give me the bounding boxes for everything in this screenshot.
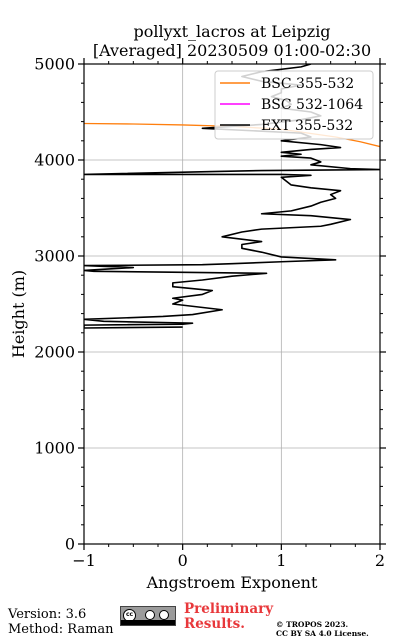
chart-subtitle: [Averaged] 20230509 01:00-02:30: [92, 41, 372, 60]
version-label: Version: 3.6: [8, 607, 87, 622]
y-tick-label: 3000: [34, 247, 75, 266]
legend: BSC 355-532 BSC 532-1064 EXT 355-532: [214, 70, 374, 140]
y-tick-label: 0: [65, 535, 75, 554]
y-tick-label: 1000: [34, 439, 75, 458]
y-tick-label: 4000: [34, 151, 75, 170]
legend-label: BSC 532-1064: [261, 97, 363, 113]
chart-title: pollyxt_lacros at Leipzig: [133, 22, 331, 41]
y-axis-label: Height (m): [9, 270, 28, 358]
copyright-notice: © TROPOS 2023. CC BY SA 4.0 License.: [276, 620, 369, 638]
x-axis-label: Angstroem Exponent: [146, 573, 318, 592]
legend-label: EXT 355-532: [261, 118, 353, 134]
preliminary-line-2: Results.: [184, 616, 245, 632]
y-tick-label: 2000: [34, 343, 75, 362]
preliminary-line-1: Preliminary: [184, 601, 274, 617]
y-tick-label: 5000: [34, 55, 75, 74]
x-tick-label: 2: [375, 551, 385, 570]
copyright-line-2: CC BY SA 4.0 License.: [276, 629, 369, 638]
x-tick-label: 0: [178, 551, 188, 570]
preliminary-results-label: Preliminary Results.: [184, 602, 273, 632]
x-tick-label: 1: [276, 551, 286, 570]
legend-box: [214, 70, 374, 140]
copyright-line-1: © TROPOS 2023.: [276, 620, 349, 629]
method-label: Method: Raman: [8, 622, 114, 637]
cc-by-sa-license-icon: cc: [120, 606, 176, 626]
x-tick-label: −1: [72, 551, 96, 570]
legend-label: BSC 355-532: [261, 76, 354, 92]
